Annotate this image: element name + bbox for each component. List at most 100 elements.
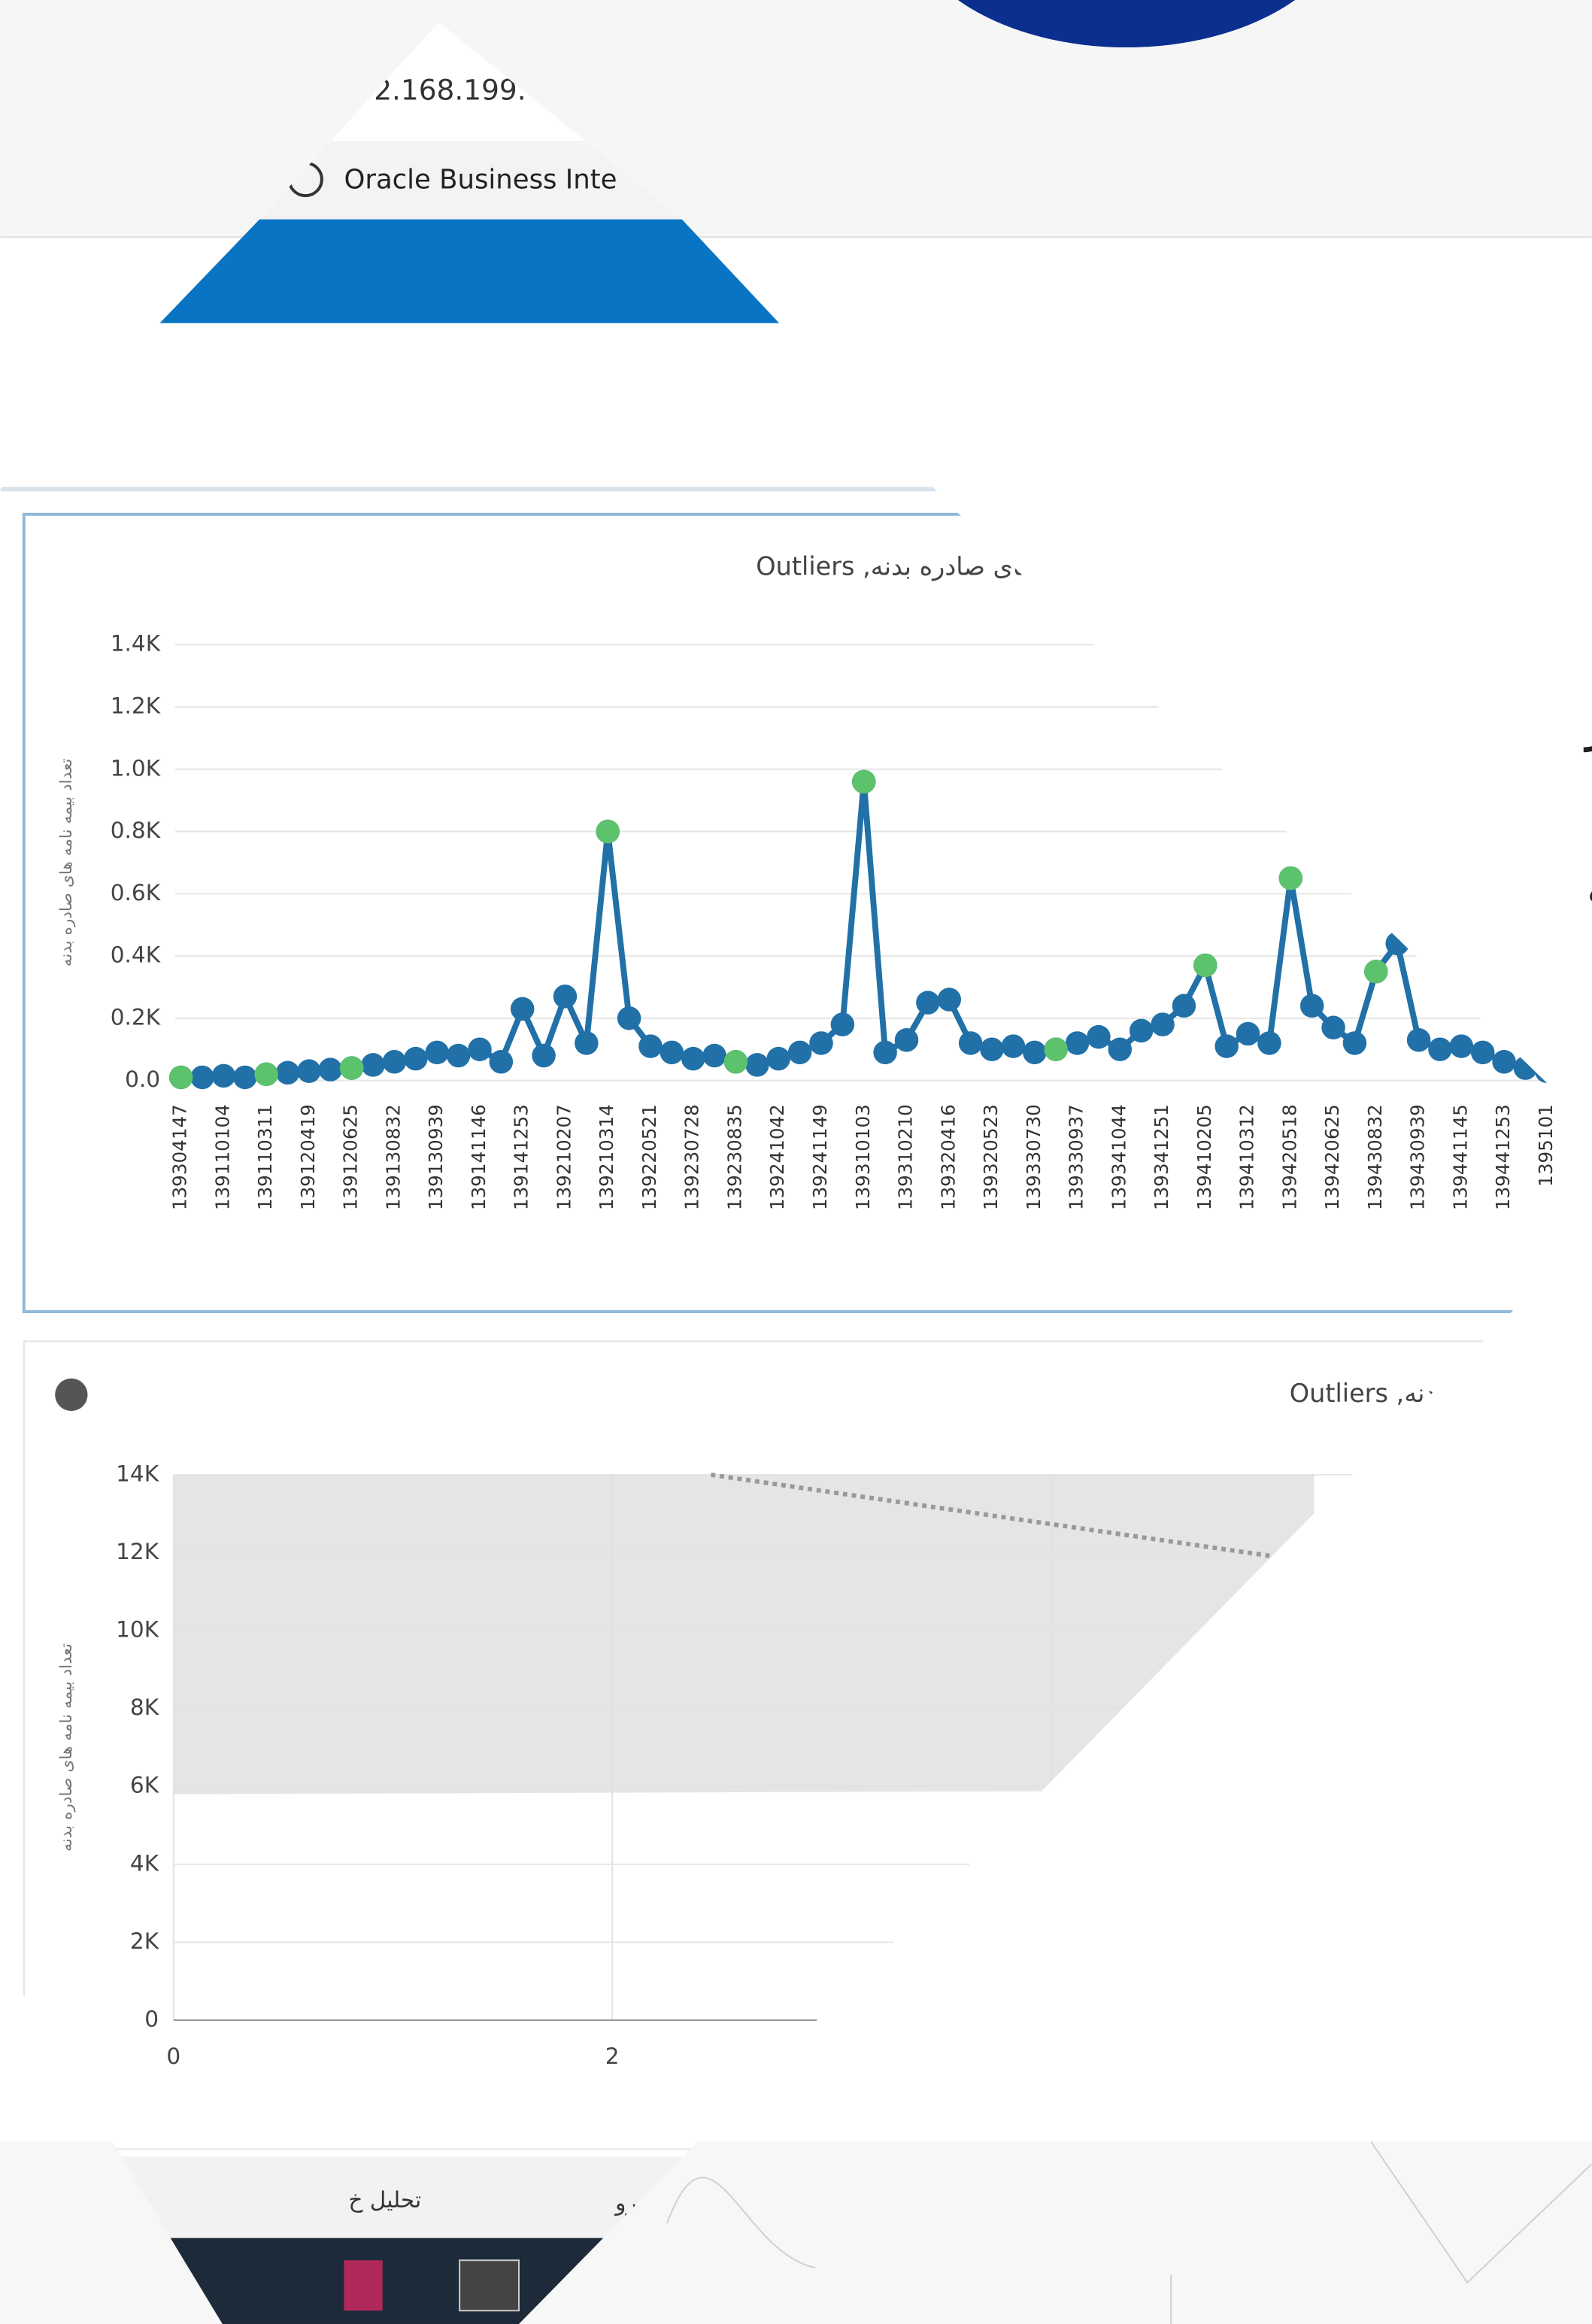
outlier-point — [724, 1050, 748, 1074]
outlier-point — [1279, 866, 1303, 890]
y-tick-label: 1.4K — [111, 631, 161, 657]
x-tick-label: 139441253 — [1492, 1104, 1514, 1210]
x-tick-label: 139120625 — [340, 1104, 362, 1210]
data-point — [490, 1050, 514, 1074]
x-tick-label: 139330937 — [1066, 1104, 1087, 1210]
data-point — [831, 1012, 855, 1036]
data-point — [638, 1034, 663, 1058]
y-tick-label: 0.8K — [111, 818, 161, 843]
data-point — [553, 985, 578, 1009]
data-point — [447, 1044, 471, 1068]
data-point — [1023, 1041, 1047, 1065]
x-tick-label: 139141146 — [468, 1104, 490, 1210]
data-point — [361, 1053, 385, 1077]
data-point — [1066, 1031, 1090, 1055]
y-tick-label: 2K — [130, 1928, 159, 1954]
x-tick-label: 139220521 — [638, 1104, 660, 1210]
x-tick-label: 139420518 — [1278, 1104, 1300, 1210]
data-point — [233, 1066, 257, 1090]
data-point — [468, 1037, 492, 1061]
x-tick-label: 139130832 — [382, 1104, 404, 1210]
y-tick-label: 8K — [130, 1694, 159, 1720]
outlier-point — [1193, 954, 1218, 978]
y-tick-label: 0.2K — [111, 1004, 161, 1030]
outlier-point — [1364, 960, 1388, 984]
data-point — [1151, 1012, 1175, 1036]
data-point — [276, 1061, 300, 1085]
y-tick-label: 0 — [144, 2007, 159, 2032]
data-point — [1002, 1034, 1026, 1058]
x-tick-label: 139230728 — [681, 1104, 703, 1210]
x-tick-label: 139430832 — [1364, 1104, 1386, 1210]
x-tick-label: 2 — [605, 2043, 620, 2069]
y-tick-label: 4K — [130, 1850, 159, 1876]
outlier-point — [1044, 1037, 1068, 1061]
outlier-point — [596, 820, 620, 844]
data-point — [1087, 1025, 1111, 1049]
panel-icon[interactable] — [55, 1379, 87, 1411]
data-point — [745, 1053, 769, 1077]
data-point — [617, 1006, 641, 1030]
x-tick-label: 139420625 — [1321, 1104, 1343, 1210]
data-point — [319, 1057, 343, 1082]
footer-tab[interactable]: تحلیل خ — [348, 2187, 421, 2213]
bg-text: سته — [1586, 852, 1592, 918]
data-point — [959, 1031, 983, 1055]
x-tick-label: 139241149 — [809, 1104, 831, 1210]
y-tick-label: 0.4K — [111, 942, 161, 968]
data-point — [1300, 994, 1324, 1018]
outlier-point — [254, 1063, 278, 1087]
y-tick-label: 1.2K — [111, 693, 161, 719]
data-point — [1428, 1037, 1452, 1061]
data-point — [702, 1044, 726, 1068]
taskbar-icon[interactable] — [459, 2260, 519, 2310]
data-point — [1343, 1031, 1367, 1055]
data-point — [660, 1041, 684, 1065]
data-point — [532, 1044, 556, 1068]
data-point — [809, 1031, 833, 1055]
x-tick-label: 139310103 — [852, 1104, 874, 1210]
data-point — [895, 1028, 919, 1052]
data-point — [873, 1041, 897, 1065]
data-point — [980, 1037, 1004, 1061]
data-point — [1450, 1034, 1474, 1058]
x-tick-label: 139441145 — [1449, 1104, 1471, 1210]
x-tick-label: 139210314 — [596, 1104, 617, 1210]
x-tick-label: 139210207 — [553, 1104, 575, 1210]
data-point — [1236, 1022, 1260, 1046]
x-tick-label: 139330730 — [1023, 1104, 1045, 1210]
data-point — [938, 988, 962, 1012]
x-tick-label: 1395101 — [1535, 1104, 1557, 1187]
x-tick-label: 139120419 — [297, 1104, 319, 1210]
taskbar-icon[interactable] — [344, 2260, 382, 2310]
data-point — [788, 1041, 812, 1065]
y-tick-label: 6K — [130, 1773, 159, 1798]
x-tick-label: 139320416 — [937, 1104, 959, 1210]
data-point — [1214, 1034, 1239, 1058]
data-point — [1130, 1019, 1154, 1043]
x-tick-label: 139341044 — [1108, 1104, 1130, 1210]
x-tick-label: 139310210 — [895, 1104, 917, 1210]
data-point — [916, 991, 940, 1015]
x-tick-label: 139110311 — [254, 1104, 276, 1210]
data-point — [1492, 1050, 1516, 1074]
outlier-point — [169, 1066, 193, 1090]
data-point — [404, 1047, 428, 1071]
x-tick-label: 139410205 — [1193, 1104, 1215, 1210]
data-point — [1407, 1028, 1431, 1052]
data-point — [575, 1031, 599, 1055]
data-point — [1172, 994, 1196, 1018]
y-axis-label: تعداد بیمه نامه های صادره بدنه — [57, 1643, 76, 1852]
tab-title[interactable]: Oracle Business Inte — [344, 164, 617, 195]
x-tick-label: 139410312 — [1236, 1104, 1258, 1210]
x-tick-label: 139110104 — [211, 1104, 233, 1210]
data-point — [1321, 1015, 1345, 1039]
y-tick-label: 1.0K — [111, 755, 161, 781]
y-tick-label: 14K — [116, 1461, 159, 1486]
x-tick-label: 0 — [166, 2043, 180, 2069]
screen: بر سته 192.168.199. Oracle Business Inte… — [0, 0, 1592, 2324]
data-point — [425, 1041, 449, 1065]
x-tick-label: 139430939 — [1407, 1104, 1429, 1210]
data-point — [383, 1050, 407, 1074]
x-tick-label: 139130939 — [425, 1104, 447, 1210]
